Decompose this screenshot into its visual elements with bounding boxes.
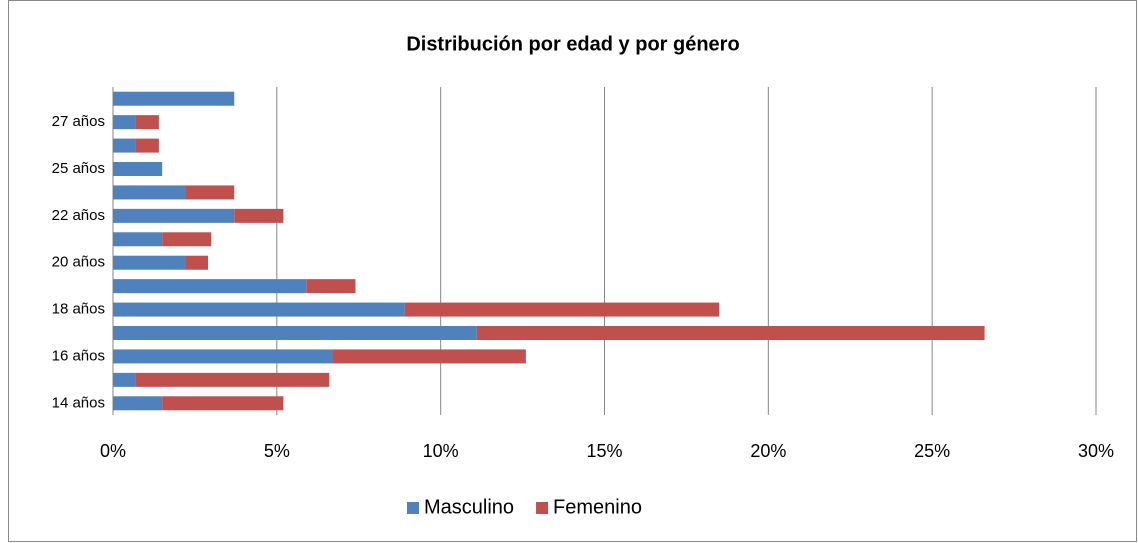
bar: [113, 208, 235, 223]
bar: [113, 279, 307, 294]
bar: [476, 326, 985, 340]
bar: [332, 349, 526, 364]
bar: [234, 208, 284, 223]
y-tick-label: 22 años: [52, 207, 105, 224]
x-tick-label: 0%: [100, 441, 126, 461]
bar: [113, 185, 186, 200]
y-tick-label: 27 años: [52, 113, 105, 130]
bar: [185, 255, 209, 270]
x-tick-label: 15%: [586, 441, 622, 461]
bar: [135, 372, 330, 387]
x-tick-label: 30%: [1078, 441, 1114, 461]
legend-label: Femenino: [553, 496, 642, 518]
bar: [113, 91, 235, 106]
chart-title: Distribución por edad y por género: [406, 33, 739, 55]
x-tick-label: 20%: [750, 441, 786, 461]
bar: [135, 138, 159, 153]
legend-label: Masculino: [424, 496, 514, 518]
bar: [113, 326, 477, 340]
y-tick-label: 20 años: [52, 254, 105, 271]
bar: [185, 185, 235, 200]
y-tick-label: 16 años: [52, 347, 105, 364]
x-tick-label: 10%: [423, 441, 459, 461]
y-tick-label: 14 años: [52, 394, 105, 411]
bar: [135, 115, 159, 130]
bar: [113, 138, 136, 153]
x-tick-label: 5%: [264, 441, 290, 461]
bar: [113, 232, 163, 247]
bar: [113, 349, 333, 364]
y-tick-label: 25 años: [52, 160, 105, 177]
bar: [113, 396, 163, 411]
x-tick-label: 25%: [914, 441, 950, 461]
bar: [113, 115, 136, 130]
legend-swatch: [536, 502, 549, 514]
bar: [113, 255, 186, 270]
bar: [113, 302, 405, 317]
bar: [306, 279, 356, 294]
y-tick-label: 18 años: [52, 301, 105, 318]
bar: [113, 162, 163, 176]
legend-swatch: [407, 502, 419, 514]
bar: [113, 372, 136, 387]
bar: [404, 302, 720, 317]
bar: [162, 232, 212, 247]
bar: [162, 396, 284, 411]
chart-border: [8, 0, 1137, 542]
